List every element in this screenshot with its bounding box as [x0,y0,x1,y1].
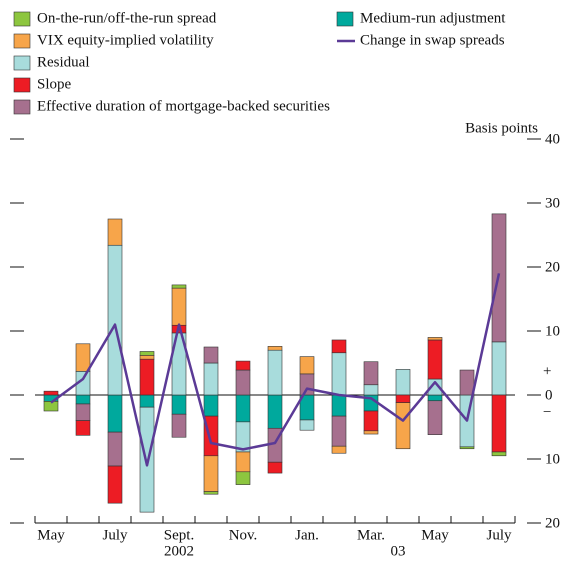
bar-segment [299,373,315,396]
legend-swatch [13,77,31,93]
bar-segment [491,451,507,457]
bar-segment [203,346,219,364]
sign-minus: − [543,404,551,420]
legend-swatch [13,11,31,27]
bar-segment [363,361,379,386]
bar-segment [107,465,123,504]
bar-segment [171,413,187,438]
sign-plus: + [543,363,551,379]
x-tick-label: May [37,527,65,543]
bar-segment [203,455,219,492]
bar-segment [235,451,251,473]
bar-segment [171,287,187,326]
x-tick-label: Nov. [229,527,258,543]
x-tick-label: Jan. [295,527,319,543]
bar-segment [107,394,123,433]
bar-segment [363,384,379,396]
bar-segment [139,358,155,396]
legend-label: Residual [37,54,90,70]
legend-label: On-the-run/off-the-run spread [37,10,217,26]
bar-segment [331,415,347,447]
bar-segment [267,394,283,429]
legend-label: Medium-run adjustment [360,10,506,26]
bar-segment [459,446,475,450]
legend-label: Slope [37,76,72,92]
bar-segment [75,403,91,421]
bar-segment [107,244,123,396]
bar-segment [203,491,219,495]
bar-segment [75,343,91,372]
legend-swatch [336,11,354,27]
bar-segment [139,394,155,408]
bar-segment [43,390,59,396]
bar-segment [139,355,155,360]
bar-segment [43,401,59,412]
x-tick-label: Mar. [357,527,385,543]
bar-segment [171,284,187,289]
bar-segment [267,349,283,396]
bar-segment [427,400,443,435]
bar-segment [235,360,251,371]
bar-segment [331,352,347,396]
bar-segment [395,369,411,396]
x-tick-label: Sept. [164,527,194,543]
bar-segment [235,369,251,396]
y-tick-label: 40 [545,131,560,147]
bar-segment [171,394,187,415]
y-tick-label: 10 [545,451,560,467]
x-tick-label: July [102,527,128,543]
y-axis-label: Basis points [465,120,538,136]
bar-segment [267,346,283,351]
bar-segment [331,445,347,454]
y-tick-label: 0 [545,387,553,403]
legend-swatch [13,99,31,115]
x-tick-label: July [486,527,512,543]
bar-segment [427,339,443,380]
legend-label: VIX equity-implied volatility [37,32,214,48]
bar-segment [75,420,91,436]
bar-segment [331,339,347,354]
bar-segment [491,394,507,453]
bar-segment [363,410,379,432]
year-label: 03 [391,543,406,559]
year-label: 2002 [164,543,194,559]
swap-spread-line [50,273,501,467]
bar-segment [107,431,123,467]
bar-segment [427,394,443,402]
bar-segment [139,351,155,356]
bar-segment [395,394,411,403]
y-tick-label: 20 [545,259,560,275]
bar-segment [235,394,251,423]
bar-segment [139,406,155,513]
bar-segment [203,362,219,396]
bar-segment [107,218,123,246]
bar-segment [331,394,347,417]
bar-segment [395,402,411,450]
legend-label: Change in swap spreads [360,32,505,48]
y-tick-label: 10 [545,323,560,339]
bar-segment [299,419,315,431]
bar-segment [203,394,219,417]
x-tick-label: May [421,527,449,543]
bar-segment [267,461,283,474]
bar-segment [363,430,379,435]
bar-segment [427,337,443,341]
legend-swatch [13,33,31,49]
bar-segment [299,356,315,375]
bar-segment [459,369,475,396]
legend-swatch [13,55,31,71]
bar-segment [75,394,91,405]
legend-label: Effective duration of mortgage-backed se… [37,98,330,114]
bar-segment [491,341,507,396]
y-tick-label: 20 [545,515,560,531]
bar-segment [235,471,251,485]
y-tick-label: 30 [545,195,560,211]
